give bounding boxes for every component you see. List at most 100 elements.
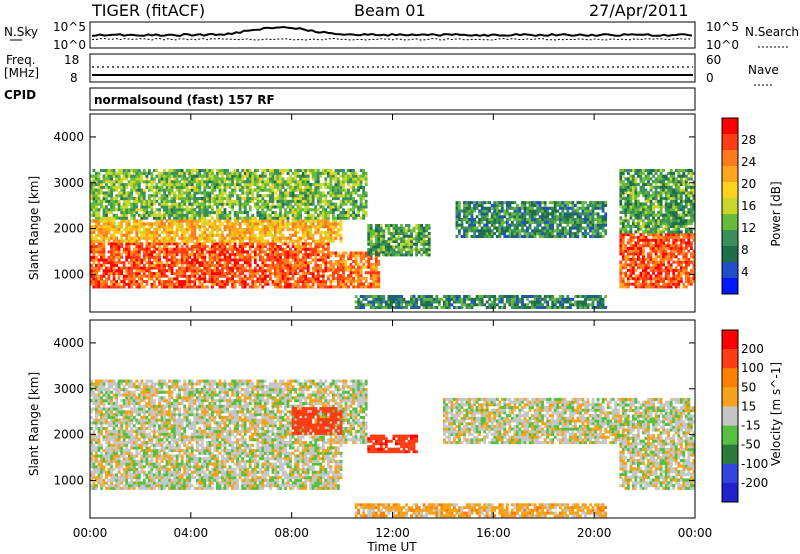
- heatmap-cell: [228, 205, 232, 209]
- heatmap-cell: [332, 265, 335, 269]
- heatmap-cell: [508, 300, 512, 304]
- heatmap-cell: [276, 183, 280, 187]
- heatmap-cell: [130, 258, 134, 262]
- heatmap-cell: [289, 272, 292, 275]
- heatmap-cell: [203, 247, 207, 251]
- heatmap-cell: [337, 180, 340, 184]
- heatmap-cell: [304, 266, 308, 270]
- heatmap-cell: [533, 300, 537, 304]
- heatmap-cell: [178, 180, 181, 184]
- heatmap-cell: [352, 276, 355, 280]
- heatmap-cell: [178, 272, 181, 275]
- heatmap-cell: [314, 280, 318, 284]
- heatmap-cell: [455, 206, 459, 210]
- heatmap-cell: [178, 282, 181, 286]
- heatmap-cell: [324, 177, 328, 181]
- heatmap-cell: [319, 282, 323, 286]
- heatmap-cell: [579, 206, 582, 210]
- heatmap-cell: [163, 236, 166, 240]
- heatmap-cell: [274, 236, 277, 240]
- heatmap-cell: [377, 297, 381, 301]
- heatmap-cell: [271, 180, 275, 184]
- heatmap-cell: [347, 169, 350, 173]
- heatmap-cell: [296, 242, 300, 246]
- heatmap-cell: [321, 253, 325, 257]
- heatmap-cell: [548, 295, 552, 298]
- heatmap-cell: [561, 229, 565, 233]
- heatmap-cell: [382, 250, 386, 254]
- heatmap-cell: [168, 185, 171, 189]
- heatmap-cell: [100, 263, 103, 267]
- heatmap-cell: [233, 230, 237, 235]
- heatmap-cell: [211, 280, 214, 284]
- heatmap-cell: [233, 191, 237, 195]
- heatmap-cell: [276, 253, 280, 257]
- heatmap-cell: [195, 225, 199, 229]
- heatmap-cell: [137, 213, 141, 217]
- heatmap-cell: [148, 247, 151, 251]
- heatmap-cell: [158, 219, 161, 223]
- heatmap-cell: [316, 274, 320, 278]
- heatmap-cell: [213, 253, 217, 257]
- heatmap-cell: [158, 247, 161, 251]
- heatmap-cell: [142, 263, 146, 267]
- heatmap-cell: [100, 247, 103, 251]
- heatmap-cell: [168, 236, 171, 240]
- heatmap-cell: [148, 233, 151, 237]
- heatmap-cell: [208, 255, 212, 259]
- heatmap-cell: [528, 306, 532, 309]
- heatmap-cell: [405, 240, 408, 243]
- heatmap-cell: [284, 247, 287, 251]
- heatmap-cell: [190, 183, 194, 187]
- heatmap-cell: [226, 250, 229, 254]
- heatmap-cell: [263, 233, 267, 237]
- heatmap-cell: [228, 216, 232, 220]
- heatmap-cell: [536, 297, 539, 301]
- heatmap-cell: [155, 255, 159, 259]
- heatmap-cell: [271, 188, 275, 192]
- heatmap-cell: [175, 233, 179, 237]
- heatmap-cell: [339, 191, 343, 195]
- heatmap-cell: [142, 230, 146, 235]
- heatmap-cell: [127, 272, 131, 275]
- heatmap-cell: [276, 219, 280, 223]
- heatmap-cell: [107, 274, 111, 278]
- heatmap-cell: [158, 233, 161, 237]
- heatmap-cell: [211, 199, 214, 203]
- heatmap-cell: [306, 269, 310, 273]
- heatmap-cell: [115, 245, 118, 248]
- heatmap-cell: [417, 248, 421, 252]
- heatmap-cell: [276, 236, 280, 240]
- heatmap-cell: [153, 274, 156, 278]
- heatmap-cell: [339, 285, 343, 289]
- heatmap-cell: [561, 232, 565, 236]
- heatmap-cell: [533, 212, 537, 216]
- heatmap-cell: [135, 253, 139, 257]
- heatmap-cell: [263, 230, 267, 235]
- heatmap-cell: [153, 169, 156, 173]
- heatmap-cell: [193, 285, 197, 289]
- heatmap-cell: [281, 222, 285, 226]
- heatmap-cell: [465, 203, 469, 207]
- heatmap-cell: [279, 280, 282, 284]
- heatmap-cell: [281, 202, 285, 206]
- heatmap-cell: [392, 226, 396, 230]
- heatmap-cell: [329, 230, 333, 235]
- heatmap-cell: [301, 261, 305, 265]
- heatmap-cell: [445, 306, 449, 309]
- heatmap-cell: [301, 208, 305, 212]
- heatmap-cell: [359, 260, 363, 264]
- heatmap-cell: [508, 297, 512, 301]
- heatmap-cell: [130, 225, 134, 229]
- heatmap-cell: [402, 306, 406, 309]
- heatmap-cell: [306, 202, 310, 206]
- heatmap-cell: [576, 232, 580, 236]
- heatmap-cell: [511, 212, 514, 216]
- heatmap-cell: [140, 258, 144, 262]
- heatmap-cell: [92, 280, 96, 284]
- heatmap-cell: [274, 216, 277, 220]
- heatmap-cell: [591, 201, 595, 205]
- heatmap-cell: [145, 174, 149, 178]
- heatmap-cell: [299, 263, 302, 267]
- heatmap-cell: [503, 306, 507, 309]
